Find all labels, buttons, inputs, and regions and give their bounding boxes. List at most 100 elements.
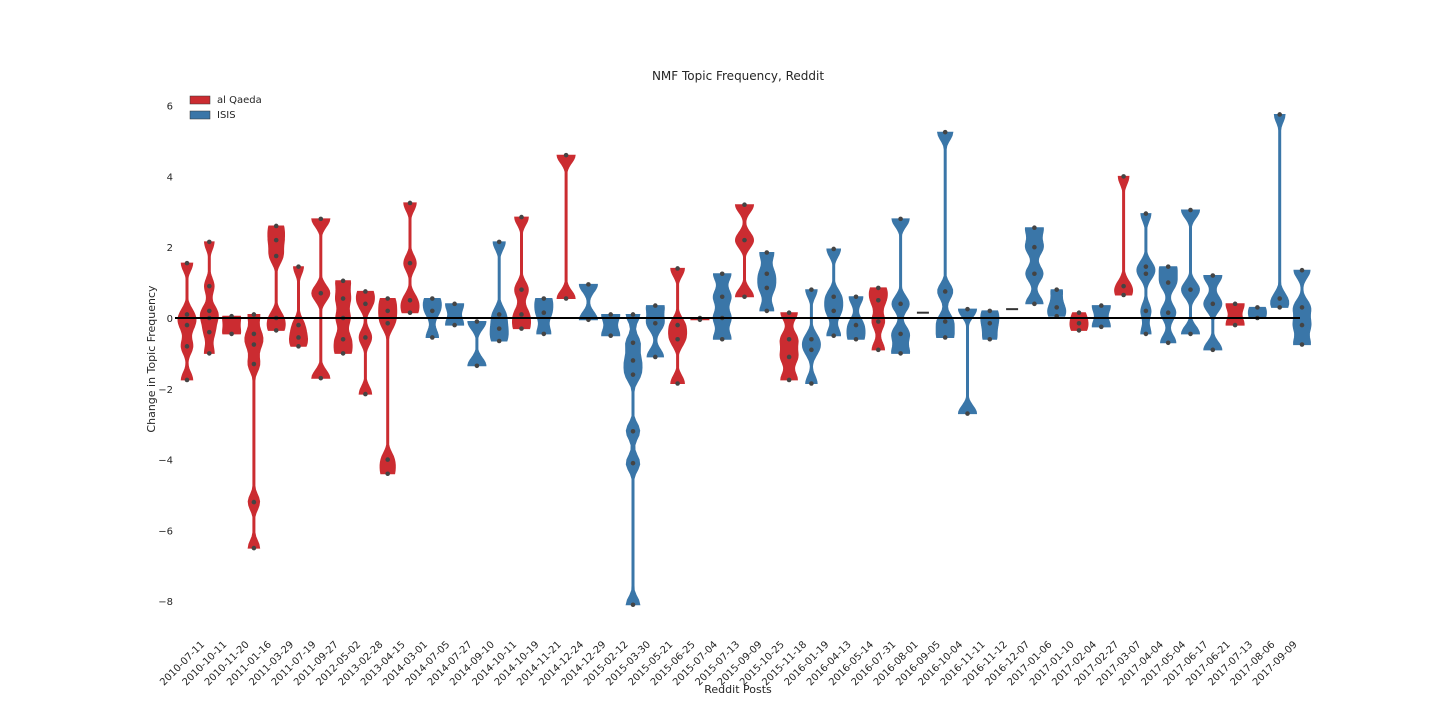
data-point [764, 285, 770, 291]
y-tick-label: −4 [158, 456, 173, 467]
data-point [496, 239, 502, 245]
data-point [452, 322, 457, 328]
data-point [519, 312, 524, 317]
data-point [630, 460, 636, 466]
data-point [273, 328, 279, 333]
data-point [563, 296, 569, 301]
violin-body [801, 289, 821, 384]
data-point [430, 335, 435, 340]
data-point [407, 260, 413, 266]
violin-body [467, 321, 487, 367]
violin-group [244, 312, 264, 551]
data-point [496, 326, 502, 331]
data-point [430, 308, 435, 314]
violin-group [1158, 264, 1178, 346]
data-point [942, 289, 948, 294]
data-point [1210, 273, 1216, 278]
data-point [1076, 310, 1082, 315]
data-point [719, 294, 725, 300]
violin-group [645, 303, 665, 360]
data-point [385, 471, 391, 477]
data-point [1255, 305, 1260, 310]
legend-label: ISIS [217, 110, 236, 121]
data-point [742, 294, 747, 300]
data-point [809, 347, 814, 353]
data-point [876, 319, 881, 324]
data-point [385, 296, 391, 301]
violin-body [712, 273, 732, 340]
data-point [296, 264, 301, 269]
violin-group [355, 289, 375, 397]
data-point [474, 319, 480, 324]
data-point [1277, 112, 1282, 117]
violin-body [891, 218, 911, 354]
violin-group [378, 296, 398, 477]
violin-body [1203, 275, 1223, 351]
data-point [1210, 347, 1216, 353]
violin-group [1292, 267, 1312, 347]
violin-group [980, 308, 1000, 342]
violin-body [266, 225, 286, 331]
violin-group [445, 301, 465, 328]
violin-body [445, 303, 465, 326]
violin-group [1270, 112, 1290, 310]
violin-body [1024, 227, 1044, 305]
violin-group [556, 152, 576, 301]
data-point [541, 296, 547, 301]
violin-body [244, 314, 264, 549]
data-point [474, 363, 480, 369]
data-point [519, 214, 524, 220]
data-point [1232, 301, 1238, 307]
data-point [184, 260, 190, 266]
violin-body [177, 262, 197, 381]
legend: al Qaeda ISIS [189, 95, 262, 121]
violin-group [891, 216, 911, 356]
data-point [207, 239, 212, 245]
data-point [831, 308, 836, 314]
data-point [318, 290, 324, 296]
data-point [251, 499, 257, 505]
data-point [719, 271, 725, 277]
data-point [764, 271, 770, 277]
violin-body [1270, 114, 1290, 308]
data-point [809, 287, 814, 292]
data-point [608, 333, 613, 339]
data-point [496, 338, 502, 344]
data-point [1299, 305, 1305, 310]
data-point [630, 312, 636, 317]
chart-title: NMF Topic Frequency, Reddit [652, 69, 824, 83]
violin-body [378, 298, 398, 475]
data-point [1188, 287, 1193, 292]
data-point [987, 336, 993, 342]
data-point [340, 278, 346, 284]
data-point [1143, 308, 1149, 314]
data-point [786, 377, 792, 383]
data-point [675, 381, 680, 386]
data-point [1076, 321, 1082, 326]
data-point [630, 428, 636, 434]
violin-group [266, 223, 286, 333]
data-point [251, 342, 257, 347]
legend-swatch [189, 110, 211, 120]
violin-body [222, 315, 242, 335]
y-axis-label: Change in Topic Frequency [145, 285, 158, 433]
data-point [363, 335, 368, 340]
data-point [831, 294, 836, 300]
data-point [407, 310, 413, 315]
violin-group [1180, 207, 1201, 337]
data-point [653, 321, 658, 326]
data-point [1299, 342, 1305, 347]
data-point [764, 308, 770, 314]
violin-body [1114, 175, 1134, 296]
data-point [207, 329, 212, 335]
legend-label: al Qaeda [217, 95, 262, 106]
data-point [229, 331, 234, 337]
data-point [385, 308, 391, 314]
data-point [965, 306, 970, 312]
data-point [831, 333, 836, 339]
data-point [251, 331, 257, 337]
x-axis-label: Reddit Posts [704, 683, 772, 696]
violin-group [1114, 174, 1134, 298]
violin-group [734, 202, 755, 300]
data-point [586, 282, 591, 287]
